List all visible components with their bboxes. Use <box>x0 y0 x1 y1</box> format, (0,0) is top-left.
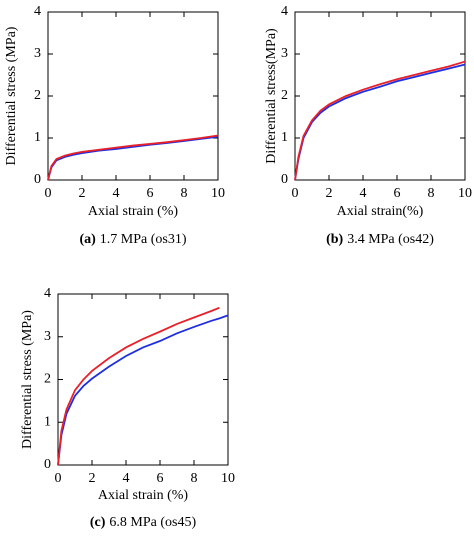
caption: (b) 3.4 MPa (os42) <box>326 232 434 247</box>
y-tick-label: 3 <box>34 46 41 61</box>
y-tick-label: 0 <box>281 172 288 187</box>
subplot: 0 1 2 3 4 0 2 4 6 8 10 Axial strain (%) Differential… <box>20 286 235 530</box>
y-tick-label: 2 <box>34 88 41 103</box>
x-axis-label: Axial strain(%) <box>337 204 424 219</box>
caption: (a) 1.7 MPa (os31) <box>79 232 186 247</box>
x-tick-label: 8 <box>181 186 188 201</box>
x-tick-label: 8 <box>191 471 198 486</box>
x-tick-label: 10 <box>221 471 235 486</box>
caption-text: 3.4 MPa (os42) <box>347 232 434 247</box>
data-line <box>47 134 219 181</box>
x-tick-label: 4 <box>113 186 120 201</box>
y-tick-label: 1 <box>34 130 41 145</box>
y-axis-label: Differential stress (MPa) <box>4 26 19 165</box>
caption-text: 1.7 MPa (os31) <box>100 232 187 247</box>
x-tick-label: 2 <box>326 186 333 201</box>
y-tick-label: 1 <box>281 130 288 145</box>
x-tick-label: 4 <box>123 471 130 486</box>
data-line <box>47 135 219 181</box>
data-line <box>294 60 466 181</box>
caption-label: (b) <box>326 232 343 247</box>
x-tick-label: 0 <box>292 186 299 201</box>
data-line <box>294 63 466 181</box>
caption: (c) 6.8 MPa (os45) <box>90 515 197 530</box>
x-tick-label: 4 <box>360 186 367 201</box>
y-tick-label: 2 <box>44 372 51 387</box>
x-tick-label: 10 <box>458 186 472 201</box>
x-tick-label: 6 <box>147 186 154 201</box>
y-tick-label: 4 <box>44 286 51 301</box>
y-tick-label: 3 <box>44 329 51 344</box>
x-tick-label: 8 <box>428 186 435 201</box>
plot-frame <box>294 11 466 181</box>
caption-label: (c) <box>90 515 106 530</box>
x-tick-label: 2 <box>79 186 86 201</box>
y-tick-label: 4 <box>34 4 41 19</box>
caption-label: (a) <box>79 232 96 247</box>
x-tick-label: 6 <box>394 186 401 201</box>
x-axis-label: Axial strain (%) <box>98 488 189 503</box>
x-tick-label: 2 <box>89 471 96 486</box>
x-axis-label: Axial strain (%) <box>88 204 179 219</box>
subplot: 0 1 2 3 4 0 2 4 6 8 10 Axial strain(%) Differential … <box>264 4 472 247</box>
subplot: 0 1 2 3 4 0 2 4 6 8 10 Axial strain (%) Differential… <box>4 4 225 247</box>
x-tick-label: 6 <box>157 471 164 486</box>
x-tick-label: 0 <box>45 186 52 201</box>
x-tick-label: 0 <box>55 471 62 486</box>
y-axis-label: Differential stress (MPa) <box>20 310 35 449</box>
y-tick-label: 0 <box>44 457 51 472</box>
y-tick-label: 1 <box>44 414 51 429</box>
y-tick-label: 3 <box>281 46 288 61</box>
y-axis-label: Differential stress(MPa) <box>264 28 279 164</box>
data-line <box>57 306 220 466</box>
y-tick-label: 0 <box>34 172 41 187</box>
y-tick-label: 2 <box>281 88 288 103</box>
data-line <box>57 314 229 466</box>
y-tick-label: 4 <box>281 4 288 19</box>
caption-text: 6.8 MPa (os45) <box>109 515 196 530</box>
x-tick-label: 10 <box>211 186 225 201</box>
